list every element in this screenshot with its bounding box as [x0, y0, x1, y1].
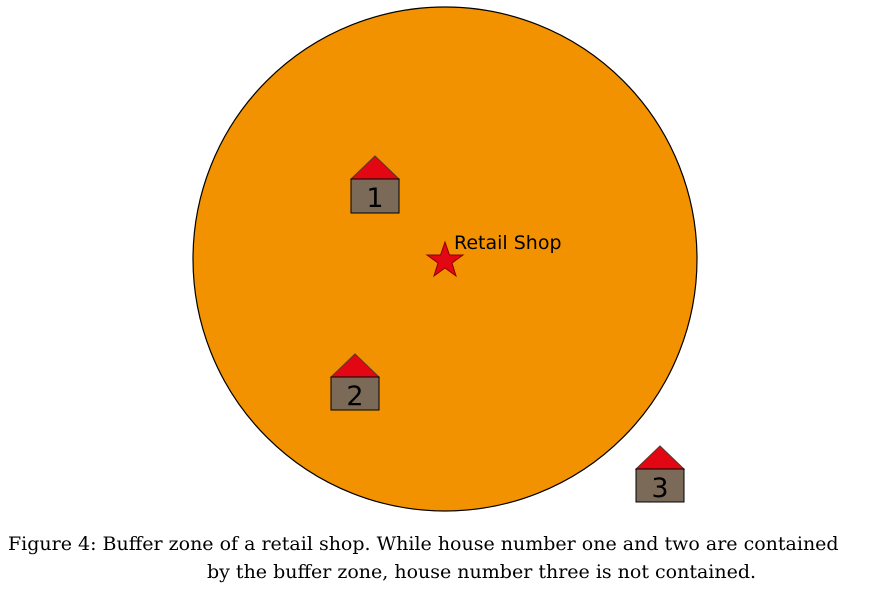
caption-line-1: Figure 4: Buffer zone of a retail shop. …	[8, 533, 839, 555]
house-roof	[634, 445, 686, 470]
house-number-label: 1	[366, 183, 383, 214]
house-body	[635, 468, 685, 503]
retail-shop-label: Retail Shop	[454, 232, 562, 254]
buffer-zone-diagram: 1 2 3 Retail Shop	[192, 6, 698, 512]
house-1: 1	[349, 155, 401, 214]
caption-line-2: by the buffer zone, house number three i…	[207, 561, 757, 583]
house-body	[330, 376, 380, 411]
house-2: 2	[329, 353, 381, 412]
house-number-label: 2	[346, 381, 363, 412]
house-3: 3	[634, 445, 686, 504]
figure-caption: Figure 4: Buffer zone of a retail shop. …	[0, 530, 895, 586]
retail-shop-star-icon	[425, 240, 465, 278]
house-body	[350, 178, 400, 214]
house-number-label: 3	[651, 473, 668, 504]
